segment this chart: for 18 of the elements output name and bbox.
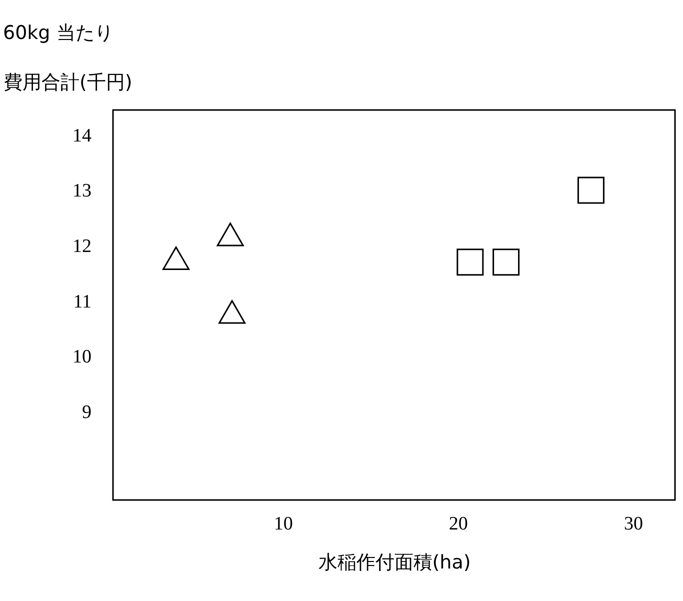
point xyxy=(162,246,190,270)
y-axis-title: 費用合計(千円) xyxy=(4,72,132,94)
y-tick-label: 9 xyxy=(82,402,92,423)
point xyxy=(456,248,484,276)
point xyxy=(492,248,520,276)
y-tick-label: 12 xyxy=(72,236,92,258)
x-tick-label: 20 xyxy=(448,514,468,534)
y-tick-label: 10 xyxy=(72,346,92,368)
point xyxy=(577,176,604,204)
point xyxy=(216,222,244,246)
point xyxy=(218,300,246,324)
x-tick-label: 10 xyxy=(274,514,293,534)
chart-title: 60kg 当たり xyxy=(3,22,114,44)
y-tick-label: 11 xyxy=(73,291,92,312)
y-tick-label: 14 xyxy=(72,125,92,146)
x-tick-label: 30 xyxy=(624,514,643,534)
x-axis-title: 水稲作付面積(ha) xyxy=(318,552,471,574)
y-tick-label: 13 xyxy=(72,180,92,202)
